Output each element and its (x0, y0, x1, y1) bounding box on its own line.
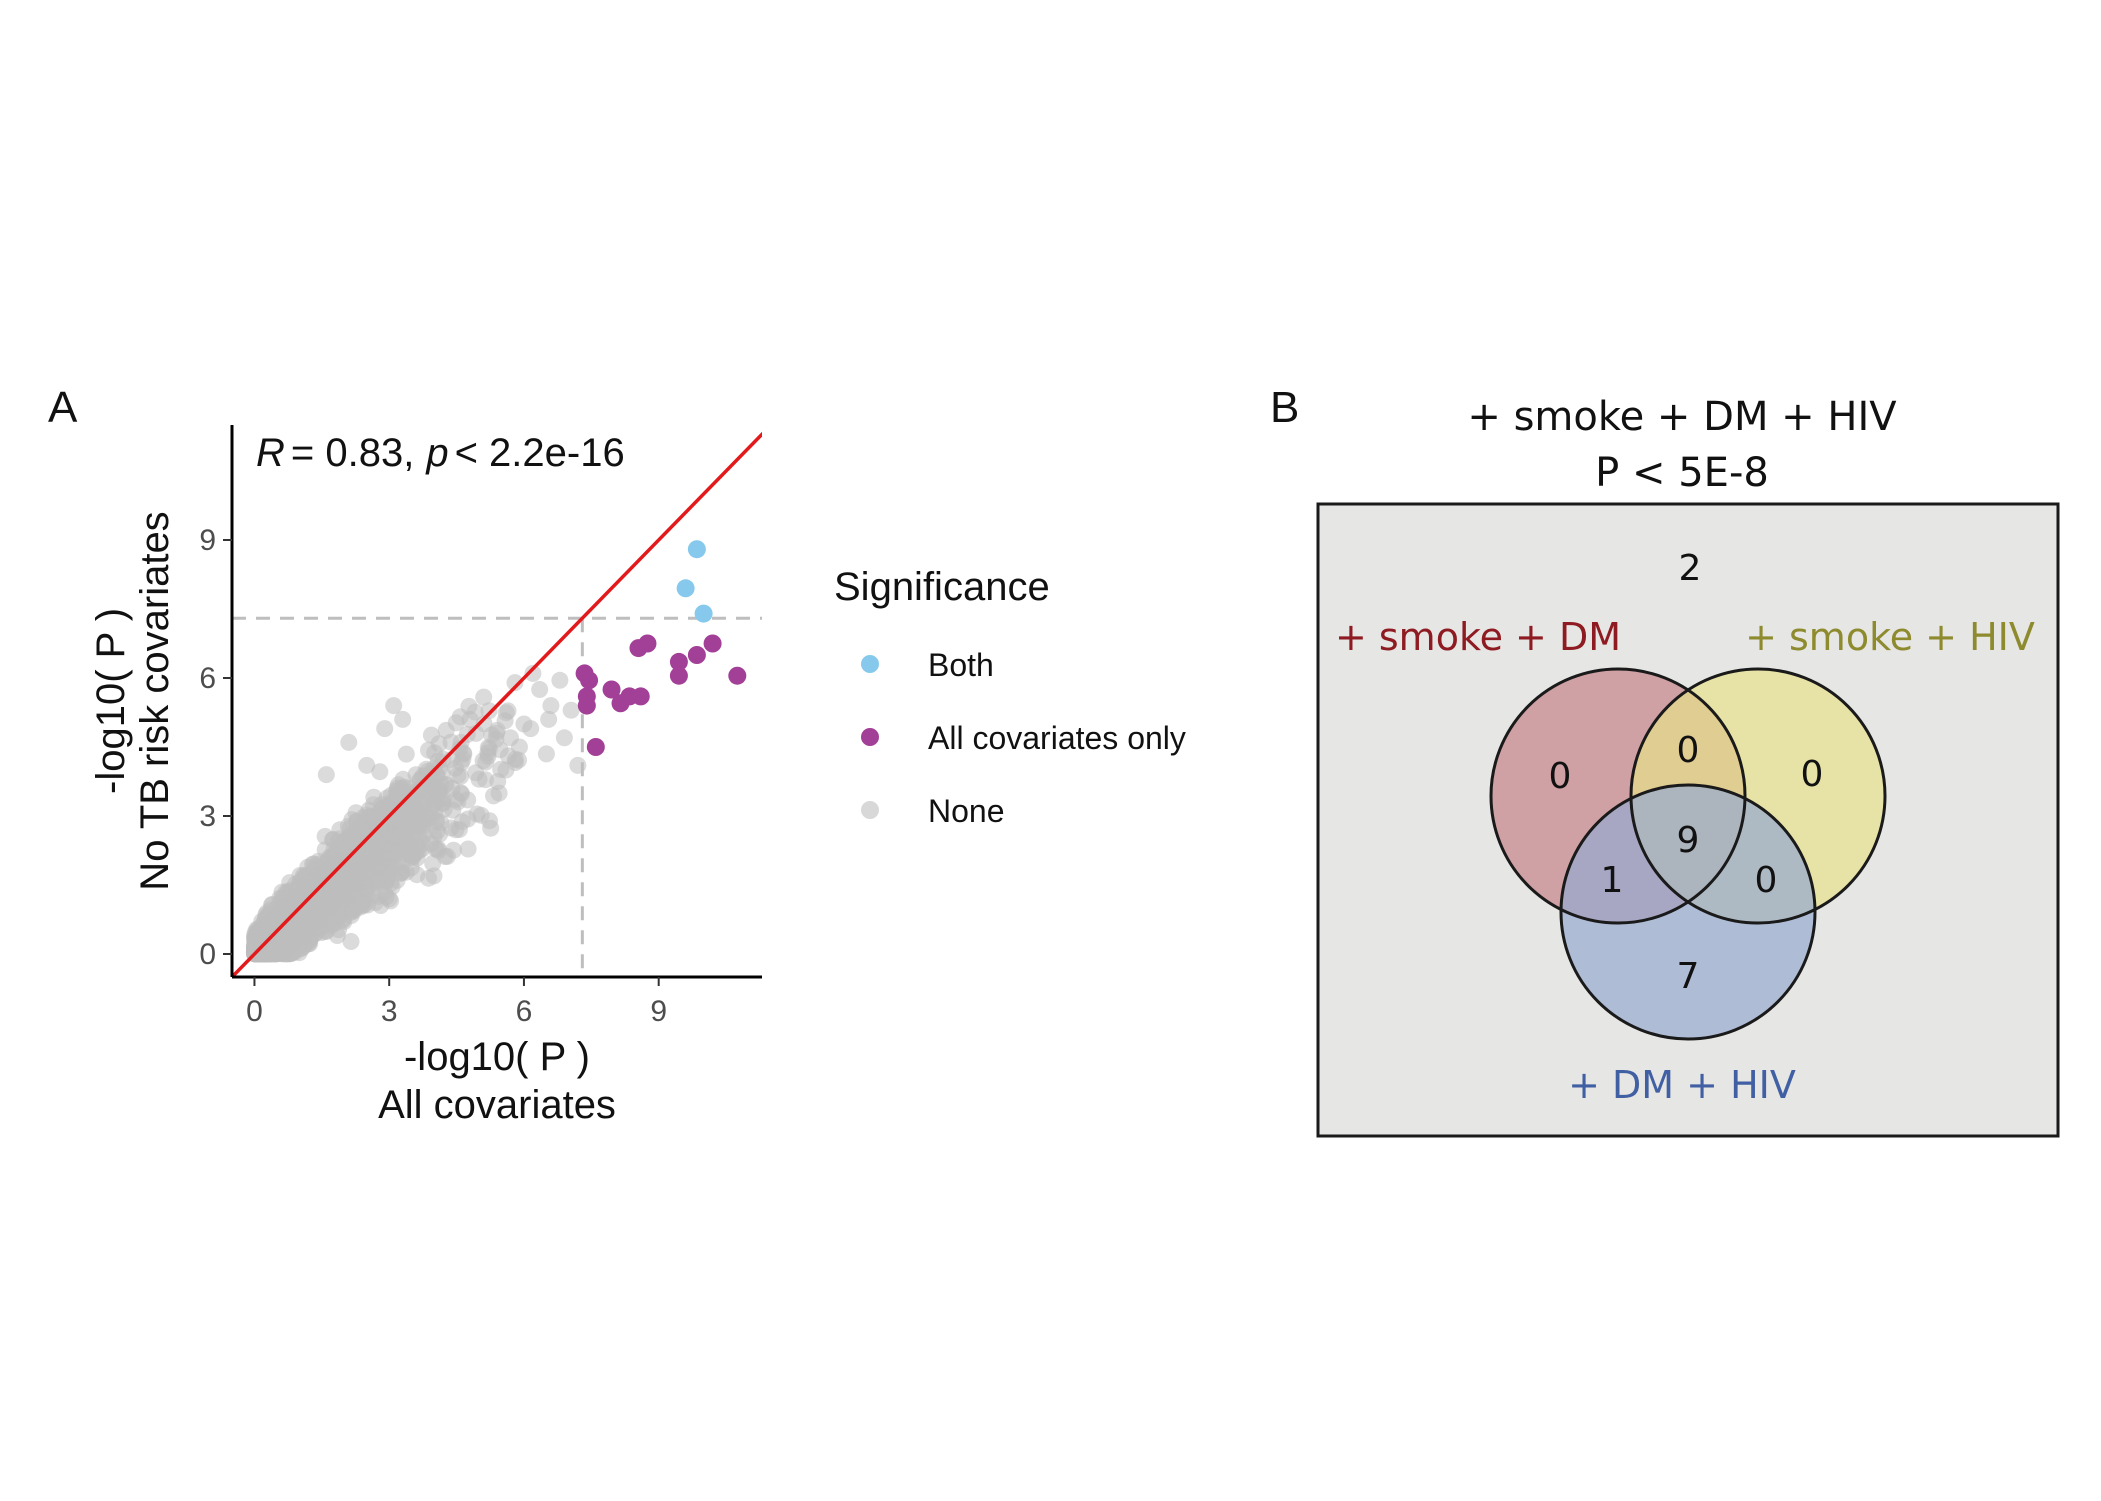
none-point (480, 702, 498, 720)
none-point (454, 750, 472, 768)
none-point (342, 933, 360, 950)
none-point (355, 895, 373, 913)
none-point (393, 779, 411, 797)
none-point (452, 767, 470, 785)
none-point (316, 898, 334, 916)
none-point (485, 787, 502, 805)
none-point (389, 824, 407, 842)
none-point (475, 688, 493, 706)
none-point (397, 745, 415, 763)
none-point (371, 763, 389, 781)
none-point (413, 813, 431, 831)
none-point (430, 842, 447, 860)
none-point (459, 840, 477, 858)
none-point (497, 704, 515, 722)
none-point (343, 828, 361, 846)
none-point (424, 854, 442, 872)
none-point (294, 938, 312, 956)
none-point (524, 664, 542, 682)
panel-a-label: A (48, 383, 78, 432)
none-point (542, 697, 560, 715)
none-point (249, 936, 267, 954)
none-point (531, 681, 549, 698)
none-point (562, 701, 580, 719)
none-point (437, 721, 455, 739)
none-point (551, 671, 569, 689)
none-point (422, 726, 440, 744)
none-point (555, 729, 573, 747)
none-point (420, 869, 437, 887)
none-point (365, 855, 383, 873)
none-point (475, 715, 493, 733)
none-point (279, 883, 297, 901)
scatter-plot-area (232, 431, 762, 977)
none-point (299, 904, 317, 922)
none-point (428, 812, 446, 830)
none-point (459, 810, 477, 828)
none-point (537, 745, 555, 763)
none-point (381, 843, 398, 861)
none-point (420, 741, 437, 759)
none-point (425, 827, 443, 845)
none-point (488, 721, 506, 739)
